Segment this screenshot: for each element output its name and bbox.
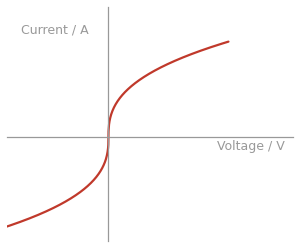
- Text: Current / A: Current / A: [21, 23, 89, 36]
- Text: Voltage / V: Voltage / V: [217, 140, 284, 153]
